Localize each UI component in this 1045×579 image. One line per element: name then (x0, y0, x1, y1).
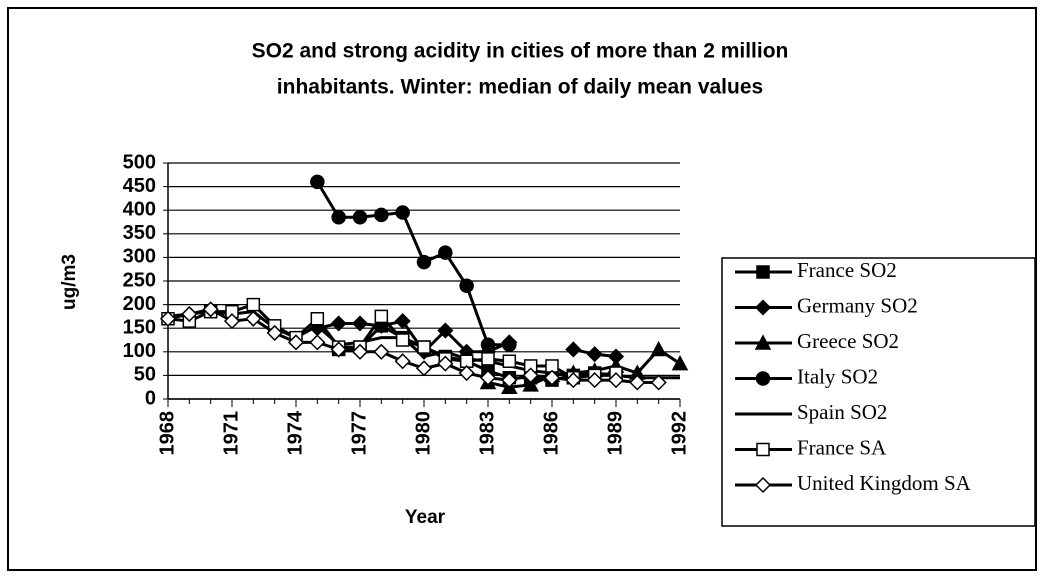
data-point (351, 343, 369, 360)
y-tick-label: 150 (123, 316, 156, 338)
series-line (487, 347, 681, 389)
y-tick-label: 300 (123, 246, 156, 268)
y-tick-label: 500 (123, 151, 156, 173)
data-point (331, 210, 346, 225)
data-point (310, 312, 325, 326)
legend-marker (756, 265, 770, 279)
data-point (459, 278, 474, 293)
data-point (565, 341, 582, 358)
x-axis-label: Year (405, 507, 446, 528)
data-point (543, 369, 561, 386)
data-point (417, 340, 431, 354)
data-point (607, 372, 625, 389)
series-line (317, 319, 510, 355)
data-point (437, 355, 454, 372)
chart-frame (7, 7, 1037, 571)
y-tick-label: 250 (123, 269, 156, 291)
x-tick-label: 1968 (156, 411, 178, 456)
data-point (202, 301, 219, 318)
data-point (309, 334, 326, 351)
x-tick-label: 1992 (668, 411, 690, 456)
data-point (458, 364, 475, 382)
data-point (394, 353, 411, 370)
data-point (374, 309, 389, 324)
chart-title: SO2 and strong acidity in cities of more… (252, 40, 789, 63)
legend-label: Spain SO2 (797, 400, 887, 424)
data-point (479, 369, 497, 386)
y-tick-label: 350 (123, 222, 156, 244)
legend-label: France SO2 (797, 258, 897, 282)
data-point (437, 322, 454, 339)
legend-label: France SA (797, 435, 887, 459)
y-tick-label: 200 (123, 293, 156, 315)
legend-marker (755, 371, 771, 386)
legend-label: Italy SO2 (797, 364, 878, 388)
legend-box (721, 257, 1036, 527)
data-point (438, 245, 453, 260)
data-point (586, 372, 603, 389)
data-point (522, 376, 539, 392)
chart-title: inhabitants. Winter: median of daily mea… (277, 76, 763, 99)
data-point (223, 313, 241, 330)
data-point (586, 346, 603, 363)
x-tick-label: 1971 (220, 411, 242, 456)
legend-marker (756, 442, 770, 457)
legend-label: Greece SO2 (797, 329, 899, 353)
y-tick-label: 50 (134, 364, 156, 386)
data-point (416, 254, 432, 270)
data-point (481, 352, 495, 366)
data-point (394, 313, 411, 330)
data-point (352, 210, 368, 225)
x-tick-label: 1974 (284, 410, 306, 455)
data-point (395, 205, 410, 220)
data-point (159, 310, 177, 327)
data-point (266, 324, 283, 341)
data-point (502, 337, 517, 352)
data-point (245, 310, 262, 327)
x-tick-label: 1989 (604, 411, 626, 456)
data-point (629, 374, 646, 391)
legend-marker (754, 334, 772, 350)
data-point (351, 315, 369, 332)
data-point (287, 334, 305, 351)
x-tick-label: 1983 (476, 411, 498, 456)
data-point (502, 354, 517, 368)
data-point (650, 340, 667, 357)
data-point (330, 315, 347, 332)
legend-label: United Kingdom SA (797, 471, 972, 495)
data-point (522, 367, 539, 384)
data-point (374, 207, 389, 223)
data-point (373, 343, 390, 360)
data-point (246, 297, 261, 312)
x-tick-label: 1986 (540, 411, 562, 456)
data-point (395, 333, 410, 347)
y-axis-label: ug/m3 (59, 254, 80, 310)
data-point (310, 174, 325, 190)
data-point (650, 374, 667, 391)
x-tick-label: 1977 (348, 411, 370, 456)
series-line (167, 302, 617, 380)
data-point (181, 305, 198, 323)
data-point (415, 360, 433, 377)
legend-marker (754, 476, 772, 494)
data-point (480, 337, 496, 352)
y-tick-label: 0 (145, 387, 156, 409)
legend-marker (754, 299, 772, 316)
data-point (671, 355, 689, 371)
data-point (330, 341, 347, 358)
series-line (316, 181, 510, 347)
y-tick-label: 400 (123, 198, 156, 220)
x-tick-label: 1980 (412, 411, 434, 456)
legend-label: Germany SO2 (797, 293, 918, 317)
y-tick-label: 450 (123, 175, 156, 197)
data-point (565, 372, 582, 389)
y-tick-label: 100 (123, 340, 156, 362)
data-point (501, 372, 518, 389)
